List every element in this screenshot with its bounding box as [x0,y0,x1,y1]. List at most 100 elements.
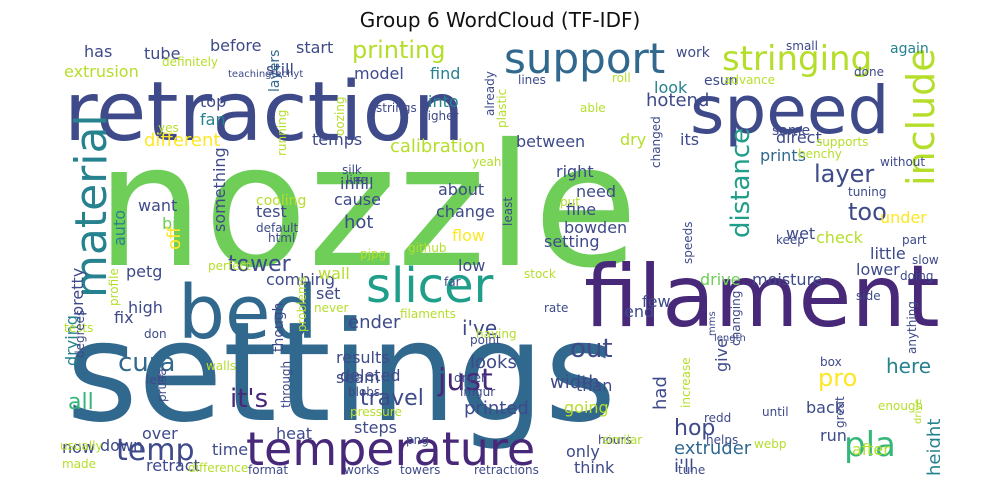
word-cloud-word: think [574,458,615,476]
word-cloud-word: set [316,284,341,303]
word-cloud-word: webp [754,437,787,451]
word-cloud-word: before [210,36,262,55]
word-cloud-word: time [212,440,249,459]
word-cloud-word: changed [649,116,663,168]
word-cloud-word: height [924,418,940,476]
word-cloud-word: anything [905,301,919,354]
word-cloud-word: made [62,457,97,471]
word-cloud-word: looks [470,352,517,373]
word-cloud-word: retractions [474,463,539,476]
word-cloud-word: steps [354,418,397,437]
word-cloud-word: bit [162,214,183,233]
word-cloud-word: speeds [681,221,695,264]
word-cloud-word: seam [336,368,380,387]
word-cloud-word: now [62,438,96,457]
word-cloud-word: than [576,376,613,395]
word-cloud-word: infill [340,174,374,193]
word-cloud-word: layer [814,160,875,188]
word-cloud-word: it's [230,384,269,414]
word-cloud-word: benchy [798,147,842,161]
word-cloud-word: settings [66,292,617,453]
word-cloud-word: all [68,390,94,415]
word-cloud-word: just [438,363,493,398]
word-cloud-word: don [144,327,167,341]
word-cloud-word: few [642,292,671,311]
word-cloud-word: drive [913,398,924,424]
word-cloud-word: wall [318,264,350,283]
word-cloud-word: towers [400,463,441,476]
word-cloud-word: setting [544,232,600,251]
word-cloud-word: something [210,147,229,232]
word-cloud-word: png [406,433,429,447]
word-cloud-word: pressure [350,405,402,419]
word-cloud-word: ender [348,312,401,333]
word-cloud-word: speed [690,72,890,149]
word-cloud-word: fine [566,200,597,219]
word-cloud-word: left [146,373,166,387]
word-cloud-word: filaments [400,307,456,321]
word-cloud-word: through [279,360,293,408]
word-cloud-word: cooling [256,193,307,209]
word-cloud-word: work [676,45,710,61]
word-cloud-word: moisture [752,270,823,289]
word-cloud-word: github [408,241,447,255]
word-cloud-word: temps [312,130,363,149]
word-cloud-word: little [870,244,906,263]
word-cloud-word: heat [276,424,313,443]
word-cloud-word: lines [518,73,546,87]
word-cloud-word: great [833,396,847,428]
word-cloud-word: line [346,173,368,187]
word-cloud-word: different [144,130,221,151]
word-cloud-word: html [268,231,296,245]
word-cloud-word: retraction [64,65,465,160]
word-cloud-word: out [570,334,613,364]
word-cloud-word: stock [524,267,556,281]
word-cloud-word: small [786,39,818,53]
word-cloud-word: results [336,348,390,367]
word-cloud-word: start [296,38,334,57]
word-cloud-word: walls [206,359,237,373]
word-cloud-word: enough [878,399,924,413]
word-cloud-word: look [654,78,688,97]
word-cloud-word: too [848,198,887,226]
word-cloud-word: wet [786,224,816,243]
word-cloud-word: change [436,202,495,221]
word-cloud-word: run [820,426,847,445]
word-cloud-word: blobs [348,385,381,399]
word-cloud-word: over [142,424,178,443]
word-cloud-word: usually [60,439,103,453]
word-cloud-word: direct [776,128,822,147]
word-cloud-word: top [200,92,227,111]
word-cloud-word: imgur [460,385,496,399]
word-cloud-word: again [890,41,929,57]
word-cloud-word: has [84,42,113,61]
word-cloud-word: tube [144,44,181,63]
word-cloud-word: between [516,132,586,151]
word-cloud-word: able [580,101,606,115]
word-cloud-word: cura [118,348,176,378]
word-cloud-word: slow [912,253,939,267]
word-cloud-word: part [902,233,927,247]
word-cloud-word: slicer [366,258,494,314]
word-cloud-word: tune [678,463,706,476]
word-cloud-word: problems [295,276,309,332]
word-cloud-word: least [501,196,515,226]
word-cloud-word: had [650,376,671,410]
word-cloud-word: back [806,398,845,417]
word-cloud-word: want [138,196,178,215]
word-cloud-word: only [566,442,600,461]
word-cloud-word: works [344,463,380,476]
word-cloud-word: into [428,92,459,111]
word-cloud-word: teachingtechyt [228,69,304,80]
word-cloud-word: bowden [564,218,628,237]
word-cloud-word: fix [114,308,134,327]
word-cloud-word: travel [360,386,424,411]
word-cloud-word: hours [598,433,632,447]
word-cloud-word: high [128,298,163,317]
word-cloud-word: done [854,65,884,79]
word-cloud-word: roll [612,71,631,85]
word-cloud-word: about [438,180,485,199]
word-cloud-word: end [624,302,655,321]
word-cloud-word: without [880,155,926,169]
word-cloud-word: strings [376,101,417,115]
